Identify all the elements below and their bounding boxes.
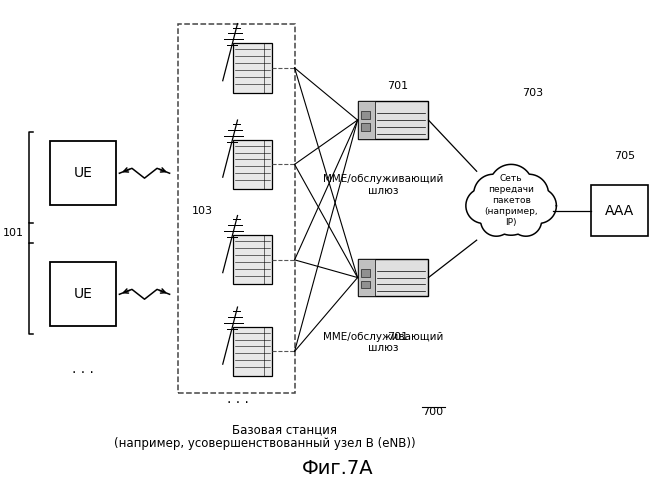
Circle shape bbox=[510, 204, 542, 236]
Bar bbox=[233, 235, 272, 284]
Text: Сеть
передачи
пакетов
(например,
IP): Сеть передачи пакетов (например, IP) bbox=[484, 174, 538, 228]
Bar bbox=[233, 140, 272, 189]
Bar bbox=[361, 123, 371, 131]
Circle shape bbox=[480, 204, 512, 236]
Text: UE: UE bbox=[74, 166, 92, 180]
Bar bbox=[591, 185, 648, 236]
Bar bbox=[358, 259, 375, 296]
Text: (например, усовершенствованный узел В (eNB)): (например, усовершенствованный узел В (e… bbox=[114, 438, 416, 450]
Circle shape bbox=[490, 192, 533, 235]
Circle shape bbox=[474, 174, 513, 214]
Text: ММЕ/обслуживающий
шлюз: ММЕ/обслуживающий шлюз bbox=[323, 174, 444, 196]
Circle shape bbox=[521, 188, 557, 224]
Text: 703: 703 bbox=[522, 88, 543, 98]
Text: 701: 701 bbox=[387, 80, 409, 90]
Bar bbox=[361, 280, 371, 288]
Bar bbox=[358, 102, 428, 139]
Circle shape bbox=[490, 164, 533, 208]
Text: Фиг.7A: Фиг.7A bbox=[302, 459, 374, 478]
Bar bbox=[233, 44, 272, 92]
Bar bbox=[50, 262, 116, 326]
Bar bbox=[358, 102, 375, 139]
Text: 103: 103 bbox=[191, 206, 213, 216]
Text: 705: 705 bbox=[613, 152, 635, 162]
Text: AAA: AAA bbox=[605, 204, 634, 218]
Text: ММЕ/обслуживающий
шлюз: ММЕ/обслуживающий шлюз bbox=[323, 332, 444, 353]
Bar bbox=[358, 259, 428, 296]
Bar bbox=[361, 268, 371, 276]
Text: 700: 700 bbox=[422, 408, 443, 418]
Text: UE: UE bbox=[74, 288, 92, 302]
Text: · · ·: · · · bbox=[227, 396, 248, 409]
Text: 701: 701 bbox=[387, 332, 409, 342]
Circle shape bbox=[466, 188, 501, 224]
Bar bbox=[361, 111, 371, 119]
Bar bbox=[179, 24, 294, 392]
Circle shape bbox=[509, 174, 549, 214]
Text: Базовая станция: Базовая станция bbox=[232, 424, 337, 436]
Bar bbox=[50, 141, 116, 205]
Text: · · ·: · · · bbox=[72, 366, 94, 380]
Text: 101: 101 bbox=[3, 228, 24, 238]
Bar bbox=[233, 327, 272, 376]
